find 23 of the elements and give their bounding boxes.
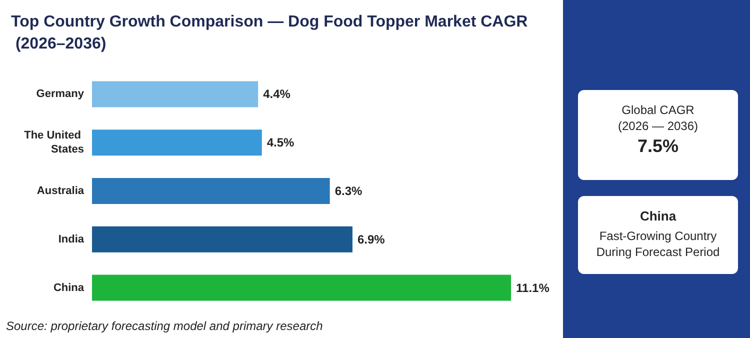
y-tick-label: Australia	[36, 185, 85, 197]
y-tick-label: India	[58, 233, 85, 246]
text: China	[640, 208, 677, 224]
y-tick-label: The United States	[24, 130, 84, 156]
data-label: 6.3%	[334, 184, 363, 198]
data-label: 4.5%	[266, 136, 295, 150]
chart-title: Top Country Growth Comparison — Dog Food Topper Market CAGR (2026–2036)	[11, 14, 528, 52]
bar	[92, 226, 352, 252]
bar	[92, 178, 330, 204]
source-note: Source: proprietary forecasting model and primary research	[6, 319, 324, 333]
y-tick-label: China	[53, 282, 85, 294]
data-label: 4.4%	[263, 87, 291, 102]
bar	[92, 130, 262, 156]
bar	[92, 81, 258, 108]
text: Global CAGR	[622, 103, 695, 117]
data-label: 6.9%	[357, 232, 386, 246]
text: 7.5%	[637, 136, 679, 156]
text: Fast-Growing Country	[599, 229, 717, 243]
bar	[92, 274, 512, 301]
text: During Forecast Period	[596, 245, 720, 259]
text: (2026 — 2036)	[618, 119, 698, 133]
data-label: 11.1%	[516, 280, 550, 295]
y-tick-label: Germany	[36, 88, 85, 100]
